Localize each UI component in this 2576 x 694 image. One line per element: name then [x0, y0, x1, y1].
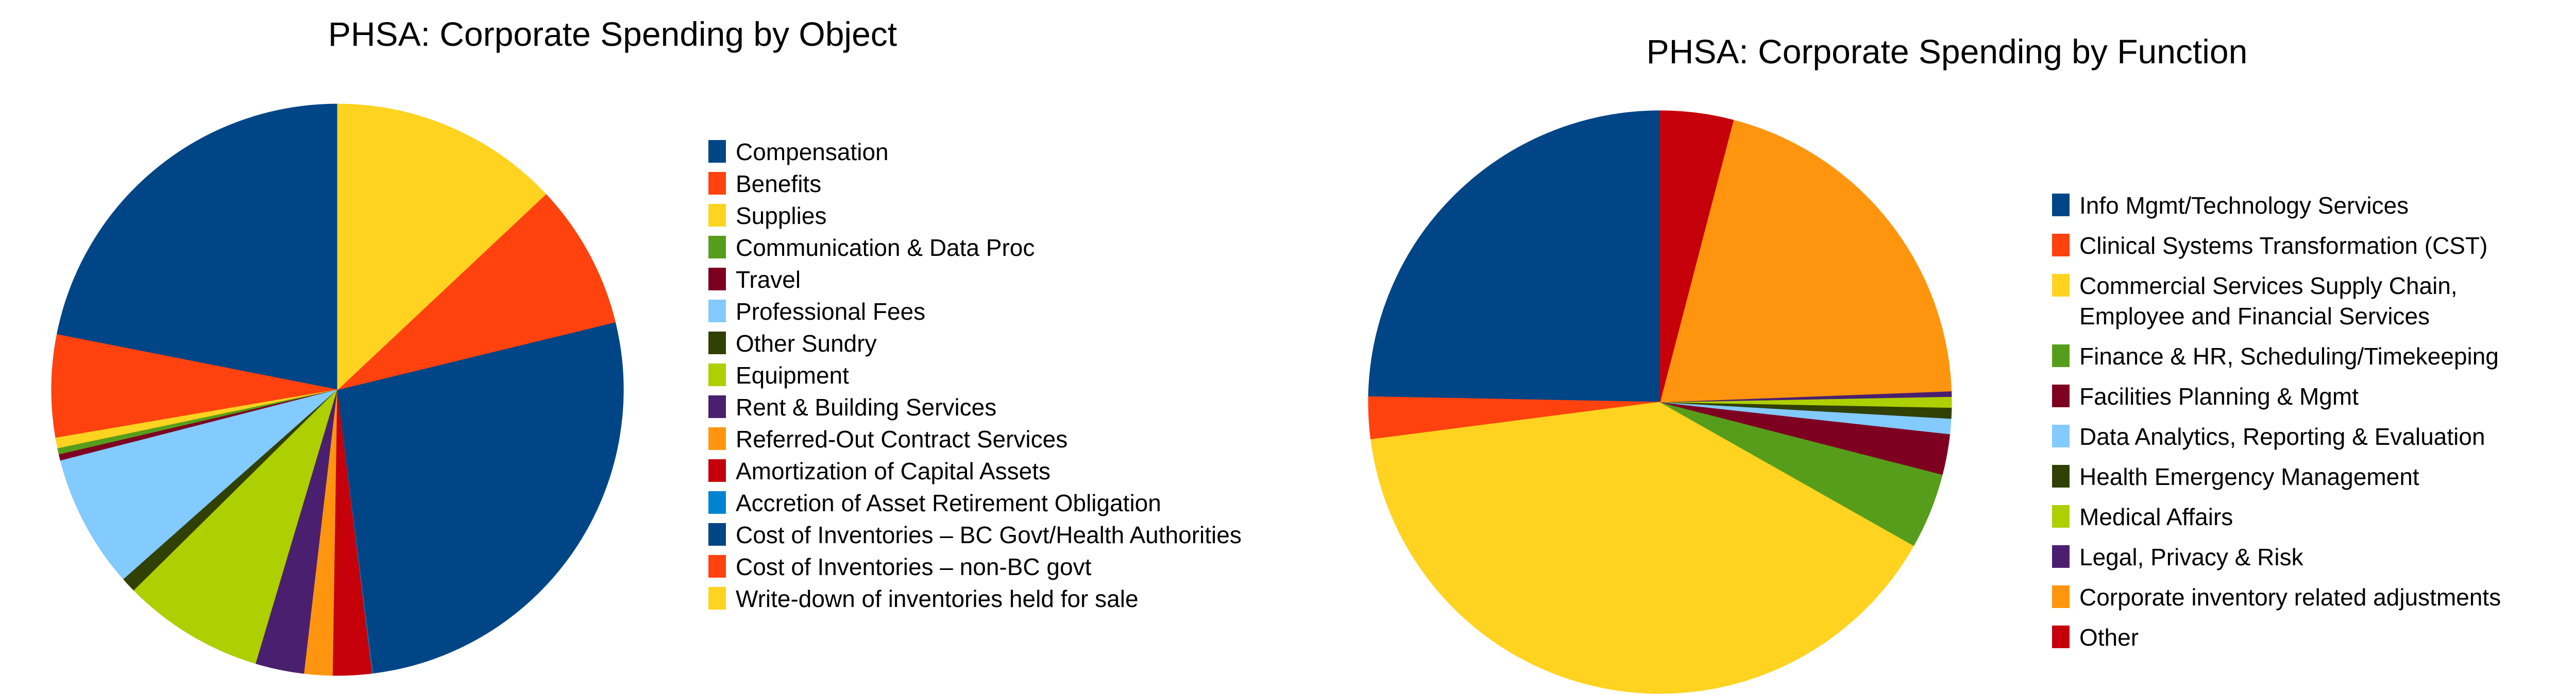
legend-item: Medical Affairs — [2052, 502, 2233, 532]
pie-slice — [60, 389, 338, 580]
legend-item: Facilities Planning & Mgmt — [2052, 381, 2359, 412]
legend-item: Referred-Out Contract Services — [708, 424, 1067, 455]
legend-label: Professional Fees — [736, 298, 926, 325]
legend-label: Finance & HR, Scheduling/Timekeeping — [2079, 343, 2499, 370]
legend-swatch — [708, 587, 726, 610]
legend-label: Medical Affairs — [2079, 504, 2233, 530]
legend-label: Data Analytics, Reporting & Evaluation — [2079, 423, 2485, 450]
chart-title-by-object: PHSA: Corporate Spending by Object — [328, 15, 897, 53]
legend-label: Accretion of Asset Retirement Obligation — [736, 490, 1161, 516]
legend-item: Equipment — [708, 360, 849, 391]
legend-item: Supplies — [708, 201, 826, 231]
legend-item: Cost of Inventories – BC Govt/Health Aut… — [708, 520, 1242, 550]
legend-swatch — [2052, 194, 2070, 216]
legend-swatch — [2052, 234, 2070, 256]
pie-slice — [1370, 402, 1914, 694]
legend-item: Health Emergency Management — [2052, 462, 2419, 492]
legend-swatch — [2052, 626, 2070, 648]
legend-item: Finance & HR, Scheduling/Timekeeping — [2052, 341, 2499, 372]
legend-label: Write-down of inventories held for sale — [736, 585, 1139, 612]
legend-label: Other Sundry — [736, 330, 877, 357]
pie-slice — [337, 322, 624, 674]
legend-swatch — [708, 459, 726, 482]
legend-item: Benefits — [708, 169, 821, 199]
legend-swatch — [2052, 505, 2070, 528]
legend-label: Rent & Building Services — [736, 394, 997, 421]
legend-swatch — [708, 523, 726, 546]
legend-label: Health Emergency Management — [2079, 463, 2419, 490]
pie-slice — [1368, 110, 1660, 403]
legend-item: Cost of Inventories – non-BC govt — [708, 552, 1091, 582]
legend-swatch — [2052, 344, 2070, 367]
legend-item: Clinical Systems Transformation (CST) — [2052, 231, 2487, 261]
legend-label: Facilities Planning & Mgmt — [2079, 383, 2359, 410]
legend-item: Other Sundry — [708, 328, 877, 359]
legend-swatch — [708, 140, 726, 163]
legend-by-object: Compensation Benefits Supplies Communicatio… — [708, 137, 1242, 614]
legend-label: Communication & Data Proc — [736, 234, 1035, 261]
legend-by-function: Info Mgmt/Technology Services Clinical Sy… — [2052, 190, 2501, 653]
legend-label: Clinical Systems Transformation (CST) — [2079, 232, 2488, 259]
legend-label: Other — [2079, 624, 2139, 651]
legend-label: Compensation — [736, 138, 889, 165]
legend-label: Referred-Out Contract Services — [736, 426, 1068, 453]
legend-label: Supplies — [736, 202, 827, 229]
legend-swatch — [2052, 465, 2070, 488]
legend-item: Rent & Building Services — [708, 392, 996, 423]
legend-label: Legal, Privacy & Risk — [2079, 544, 2303, 570]
pie-slice — [133, 389, 338, 664]
pie-slice — [51, 334, 338, 439]
legend-item: Travel — [708, 265, 801, 295]
legend-swatch — [708, 395, 726, 418]
legend-swatch — [708, 427, 726, 450]
legend-label: Equipment — [736, 362, 849, 389]
legend-label: Cost of Inventories – BC Govt/Health Aut… — [736, 522, 1242, 548]
pie-slice — [1659, 119, 1952, 403]
legend-swatch — [2052, 425, 2070, 447]
legend-swatch — [2052, 545, 2070, 568]
legend-item: Write-down of inventories held for sale — [708, 584, 1139, 614]
legend-swatch — [2052, 585, 2070, 608]
legend-label: Benefits — [736, 170, 822, 197]
legend-item: Communication & Data Proc — [708, 233, 1035, 263]
legend-label: Amortization of Capital Assets — [736, 458, 1051, 484]
legend-label: Info Mgmt/Technology Services — [2079, 192, 2409, 219]
legend-item: Corporate inventory related adjustments — [2052, 582, 2501, 613]
legend-swatch — [2052, 385, 2070, 407]
legend-item: Info Mgmt/Technology Services — [2052, 190, 2409, 221]
legend-swatch — [708, 268, 726, 290]
legend-swatch — [708, 332, 726, 354]
legend-label: Travel — [736, 266, 801, 293]
legend-swatch — [708, 363, 726, 386]
legend-swatch — [708, 172, 726, 195]
legend-item: Professional Fees — [708, 297, 925, 327]
legend-swatch — [708, 204, 726, 227]
legend-item: Accretion of Asset Retirement Obligation — [708, 488, 1161, 518]
legend-label: Corporate inventory related adjustments — [2079, 584, 2501, 611]
chart-title-by-function: PHSA: Corporate Spending by Function — [1646, 32, 2248, 71]
legend-swatch — [2052, 274, 2070, 297]
pie-slice — [56, 103, 338, 390]
legend-item: Commercial Services Supply Chain, Employ… — [2052, 271, 2458, 332]
legend-label: Cost of Inventories – non-BC govt — [736, 553, 1092, 580]
legend-label: Commercial Services Supply Chain, Employ… — [2079, 272, 2458, 329]
legend-swatch — [708, 491, 726, 514]
pie-slice — [1659, 110, 1734, 403]
legend-item: Legal, Privacy & Risk — [2052, 542, 2303, 572]
legend-item: Compensation — [708, 137, 889, 167]
legend-item: Amortization of Capital Assets — [708, 456, 1050, 487]
legend-item: Data Analytics, Reporting & Evaluation — [2052, 422, 2485, 452]
legend-swatch — [708, 300, 726, 322]
legend-swatch — [708, 236, 726, 258]
legend-swatch — [708, 555, 726, 578]
legend-item: Other — [2052, 622, 2139, 653]
pie-slice — [337, 103, 547, 391]
pie-slice — [336, 194, 616, 390]
